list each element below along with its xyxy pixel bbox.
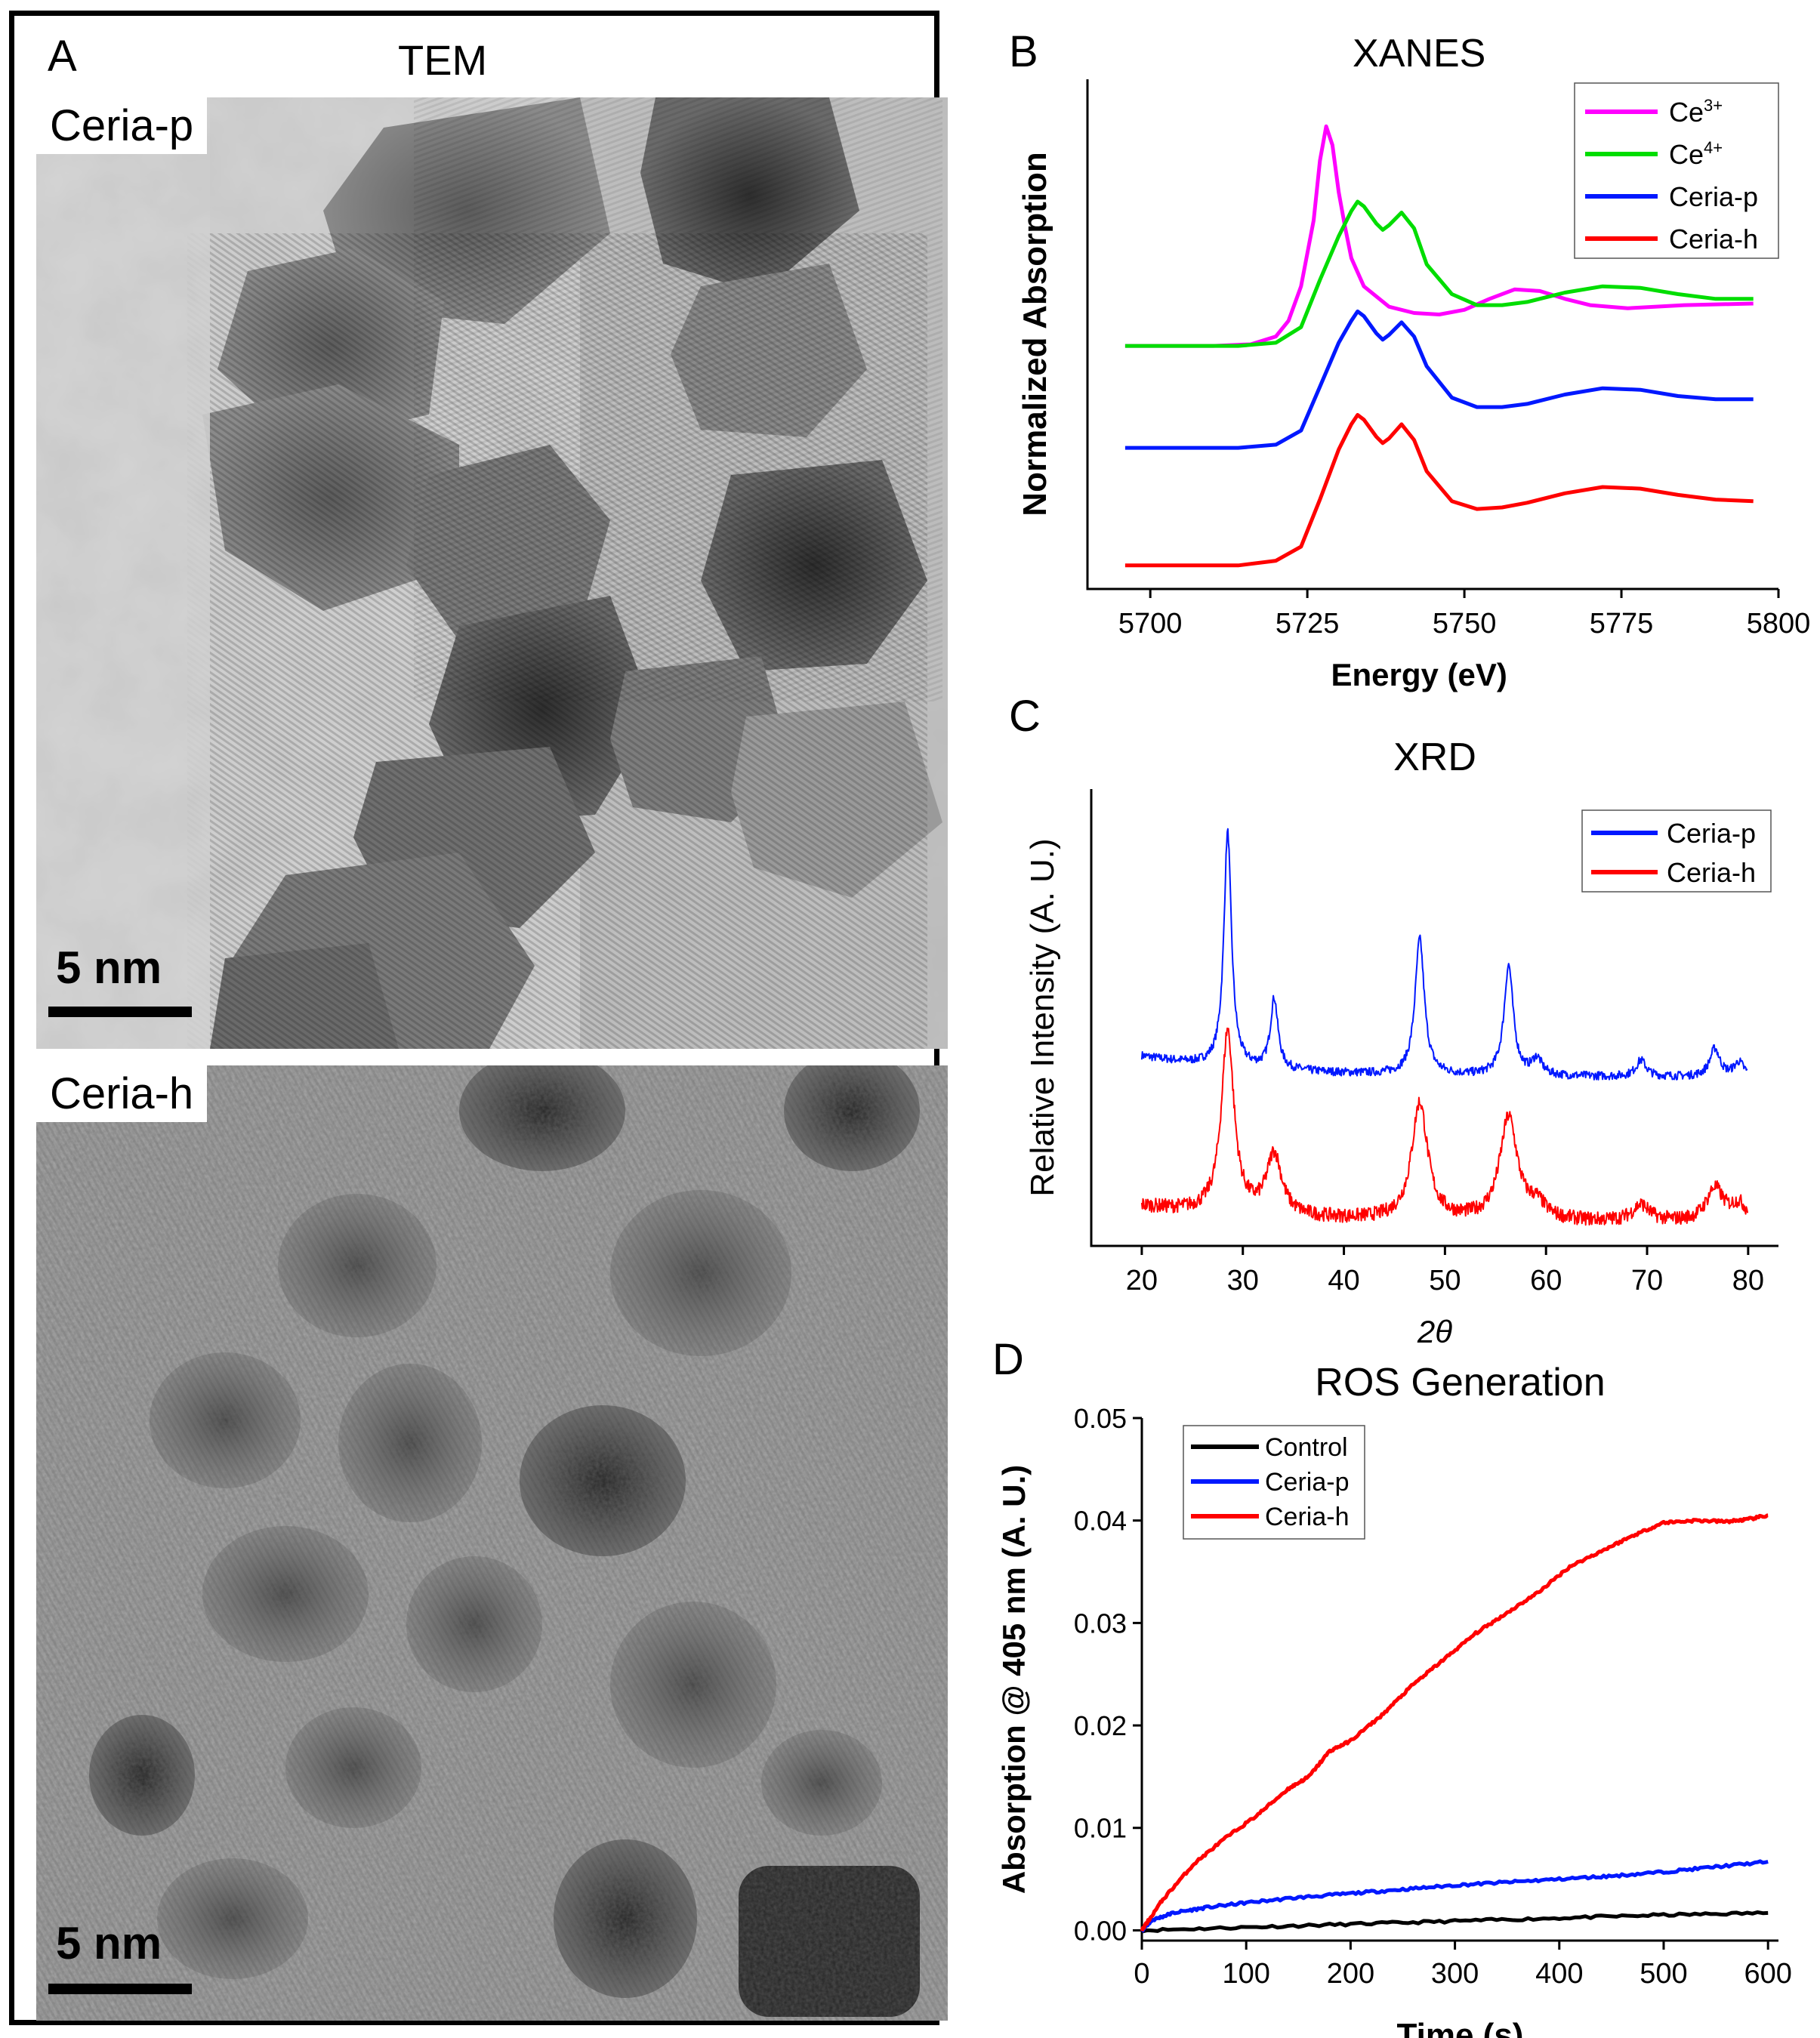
- legend-box: [1581, 809, 1772, 893]
- x-tick-label: 300: [1431, 1958, 1479, 1990]
- x-axis-label: Energy (eV): [1331, 657, 1507, 692]
- series-line-ceria-p: [1140, 1859, 1769, 1933]
- legend-label-ceria-h: Ceria-h: [1265, 1503, 1349, 1531]
- scalebar-top: [48, 1007, 192, 1017]
- x-tick-label: 60: [1530, 1265, 1562, 1296]
- y-tick-label: 0.00: [1074, 1915, 1127, 1946]
- legend-label-ce4: Ce4+: [1669, 138, 1723, 170]
- series-line-ceria-h: [1124, 413, 1754, 568]
- x-tick-label: 50: [1429, 1265, 1461, 1296]
- tem-micrograph-ceria-h: [36, 1065, 948, 2021]
- tem-label-ceria-p: Ceria-p: [36, 97, 208, 154]
- series-line-ce4: [1124, 199, 1754, 348]
- series-line-ceria-p: [1140, 828, 1748, 1081]
- xanes-chart: B XANES 5700 5725 5750 5775 5800 Energy (eV) Nor…: [1009, 27, 1811, 692]
- x-tick-label: 200: [1327, 1958, 1374, 1990]
- x-tick-label: 400: [1535, 1958, 1583, 1990]
- axis-lines: [1086, 79, 1778, 590]
- x-tick-label: 0: [1134, 1958, 1149, 1990]
- x-tick-label: 30: [1227, 1265, 1259, 1296]
- legend-label-control: Control: [1265, 1433, 1348, 1462]
- y-tick-label: 0.02: [1074, 1710, 1127, 1741]
- tem-label-ceria-h: Ceria-h: [36, 1065, 208, 1122]
- chart-title: XANES: [1353, 32, 1485, 76]
- xrd-chart: C XRD 20 30 40 50 60 70 80 2θ Relative Intensity (…: [1009, 692, 1778, 1349]
- x-tick-label: 70: [1631, 1265, 1663, 1296]
- series-line-control: [1141, 1910, 1769, 1934]
- series-line-ceria-p: [1124, 309, 1754, 450]
- panel-letter-c: C: [1009, 692, 1041, 741]
- ros-chart: D ROS Generation 0 100 200 300 400 500 600 0.00 0.…: [992, 1335, 1792, 2038]
- panel-letter-b: B: [1009, 27, 1038, 76]
- legend-label-ce3: Ce3+: [1669, 96, 1723, 128]
- legend-label-ceria-p: Ceria-p: [1669, 181, 1758, 212]
- x-tick-label: 20: [1126, 1265, 1158, 1296]
- axis-lines: [1090, 789, 1778, 1247]
- y-tick-label: 0.01: [1074, 1813, 1127, 1844]
- x-tick-label: 600: [1744, 1958, 1791, 1990]
- panel-letter-d: D: [992, 1335, 1024, 1384]
- x-tick-label: 5725: [1276, 608, 1340, 640]
- x-tick-label: 80: [1732, 1265, 1764, 1296]
- series-line-ceria-h: [1140, 1513, 1769, 1932]
- scalebar-label-bottom: 5 nm: [56, 1918, 162, 1969]
- x-axis-label: 2θ: [1417, 1314, 1452, 1349]
- tem-panel: A TEM: [9, 11, 948, 2025]
- tem-image-ceria-h: Ceria-h 5 nm: [36, 1065, 948, 2021]
- chart-title: XRD: [1393, 735, 1476, 779]
- x-tick-label: 5800: [1747, 608, 1811, 640]
- x-tick-label: 5750: [1433, 608, 1497, 640]
- series-line-ce3: [1124, 124, 1754, 348]
- y-tick-label: 0.05: [1074, 1403, 1127, 1434]
- x-tick-label: 500: [1640, 1958, 1687, 1990]
- y-axis-label: Relative Intensity (A. U.): [1024, 838, 1061, 1196]
- x-tick-label: 5700: [1118, 608, 1183, 640]
- scalebar-bottom: [48, 1984, 192, 1994]
- y-tick-label: 0.03: [1074, 1608, 1127, 1639]
- panel-letter-a: A: [48, 32, 77, 81]
- y-tick-label: 0.04: [1074, 1506, 1127, 1537]
- legend-label-ceria-h: Ceria-h: [1667, 857, 1756, 888]
- legend-label-ceria-p: Ceria-p: [1265, 1468, 1349, 1497]
- tem-image-ceria-p: Ceria-p 5 nm: [36, 97, 948, 1049]
- scalebar-label-top: 5 nm: [56, 942, 162, 993]
- chart-title: ROS Generation: [1315, 1361, 1605, 1404]
- series-line-ceria-h: [1140, 1027, 1749, 1226]
- y-axis-label: Normalized Absorption: [1016, 152, 1053, 516]
- tem-title: TEM: [398, 36, 488, 84]
- legend-label-ceria-h: Ceria-h: [1669, 224, 1758, 254]
- x-tick-label: 40: [1328, 1265, 1359, 1296]
- y-axis-label: Absorption @ 405 nm (A. U.): [996, 1465, 1032, 1894]
- tem-micrograph-ceria-p: [36, 97, 948, 1049]
- legend-label-ceria-p: Ceria-p: [1667, 818, 1756, 849]
- x-tick-label: 100: [1222, 1958, 1269, 1990]
- x-tick-label: 5775: [1590, 608, 1654, 640]
- x-axis-label: Time (s): [1397, 2017, 1524, 2038]
